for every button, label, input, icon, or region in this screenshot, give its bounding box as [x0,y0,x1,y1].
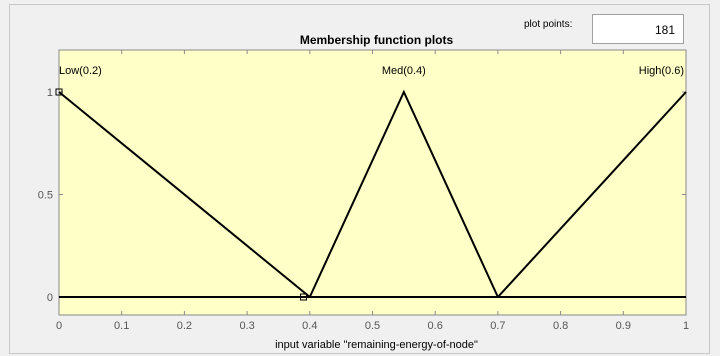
x-tick-label: 0.7 [490,320,505,332]
mf-marker-0[interactable] [55,88,63,96]
y-tick-label: 1 [47,87,53,99]
plot-area[interactable] [58,49,687,316]
x-tick-label: 0 [56,320,62,332]
mf-label-0: Low(0.2) [59,65,102,77]
chart-title: Membership function plots [300,33,454,47]
membership-function-curves[interactable] [58,89,687,298]
x-tick-label: 0.4 [302,320,317,332]
mf-marker-1[interactable] [300,293,308,301]
mf-curve-2[interactable] [497,91,687,298]
mf-curve-0[interactable] [58,91,311,298]
plot-points-label: plot points: [524,19,573,30]
x-tick-label: 0.2 [177,320,192,332]
x-tick-label: 0.3 [239,320,254,332]
x-tick-label: 0.8 [553,320,568,332]
plot-points-input[interactable] [592,14,684,44]
panel-frame [9,4,710,354]
y-tick-label: 0.5 [38,190,53,202]
x-tick-label: 0.5 [365,320,380,332]
x-axis-label: input variable "remaining-energy-of-node… [275,339,478,351]
x-axis-ticks: 0 0.1 0.2 0.3 0.4 0.5 0.6 0.7 0.8 0.9 1 [56,50,689,332]
x-tick-label: 0.9 [616,320,631,332]
mf-label-1: Med(0.4) [382,65,426,77]
membership-function-labels: Low(0.2) Med(0.4) High(0.6) [59,65,684,77]
mf-curve-1[interactable] [308,89,499,298]
x-tick-label: 1 [683,320,689,332]
y-tick-label: 0 [47,292,53,304]
x-tick-label: 0.1 [114,320,129,332]
x-tick-label: 0.6 [428,320,443,332]
mf-label-2: High(0.6) [639,65,684,77]
membership-function-markers[interactable] [55,88,308,301]
